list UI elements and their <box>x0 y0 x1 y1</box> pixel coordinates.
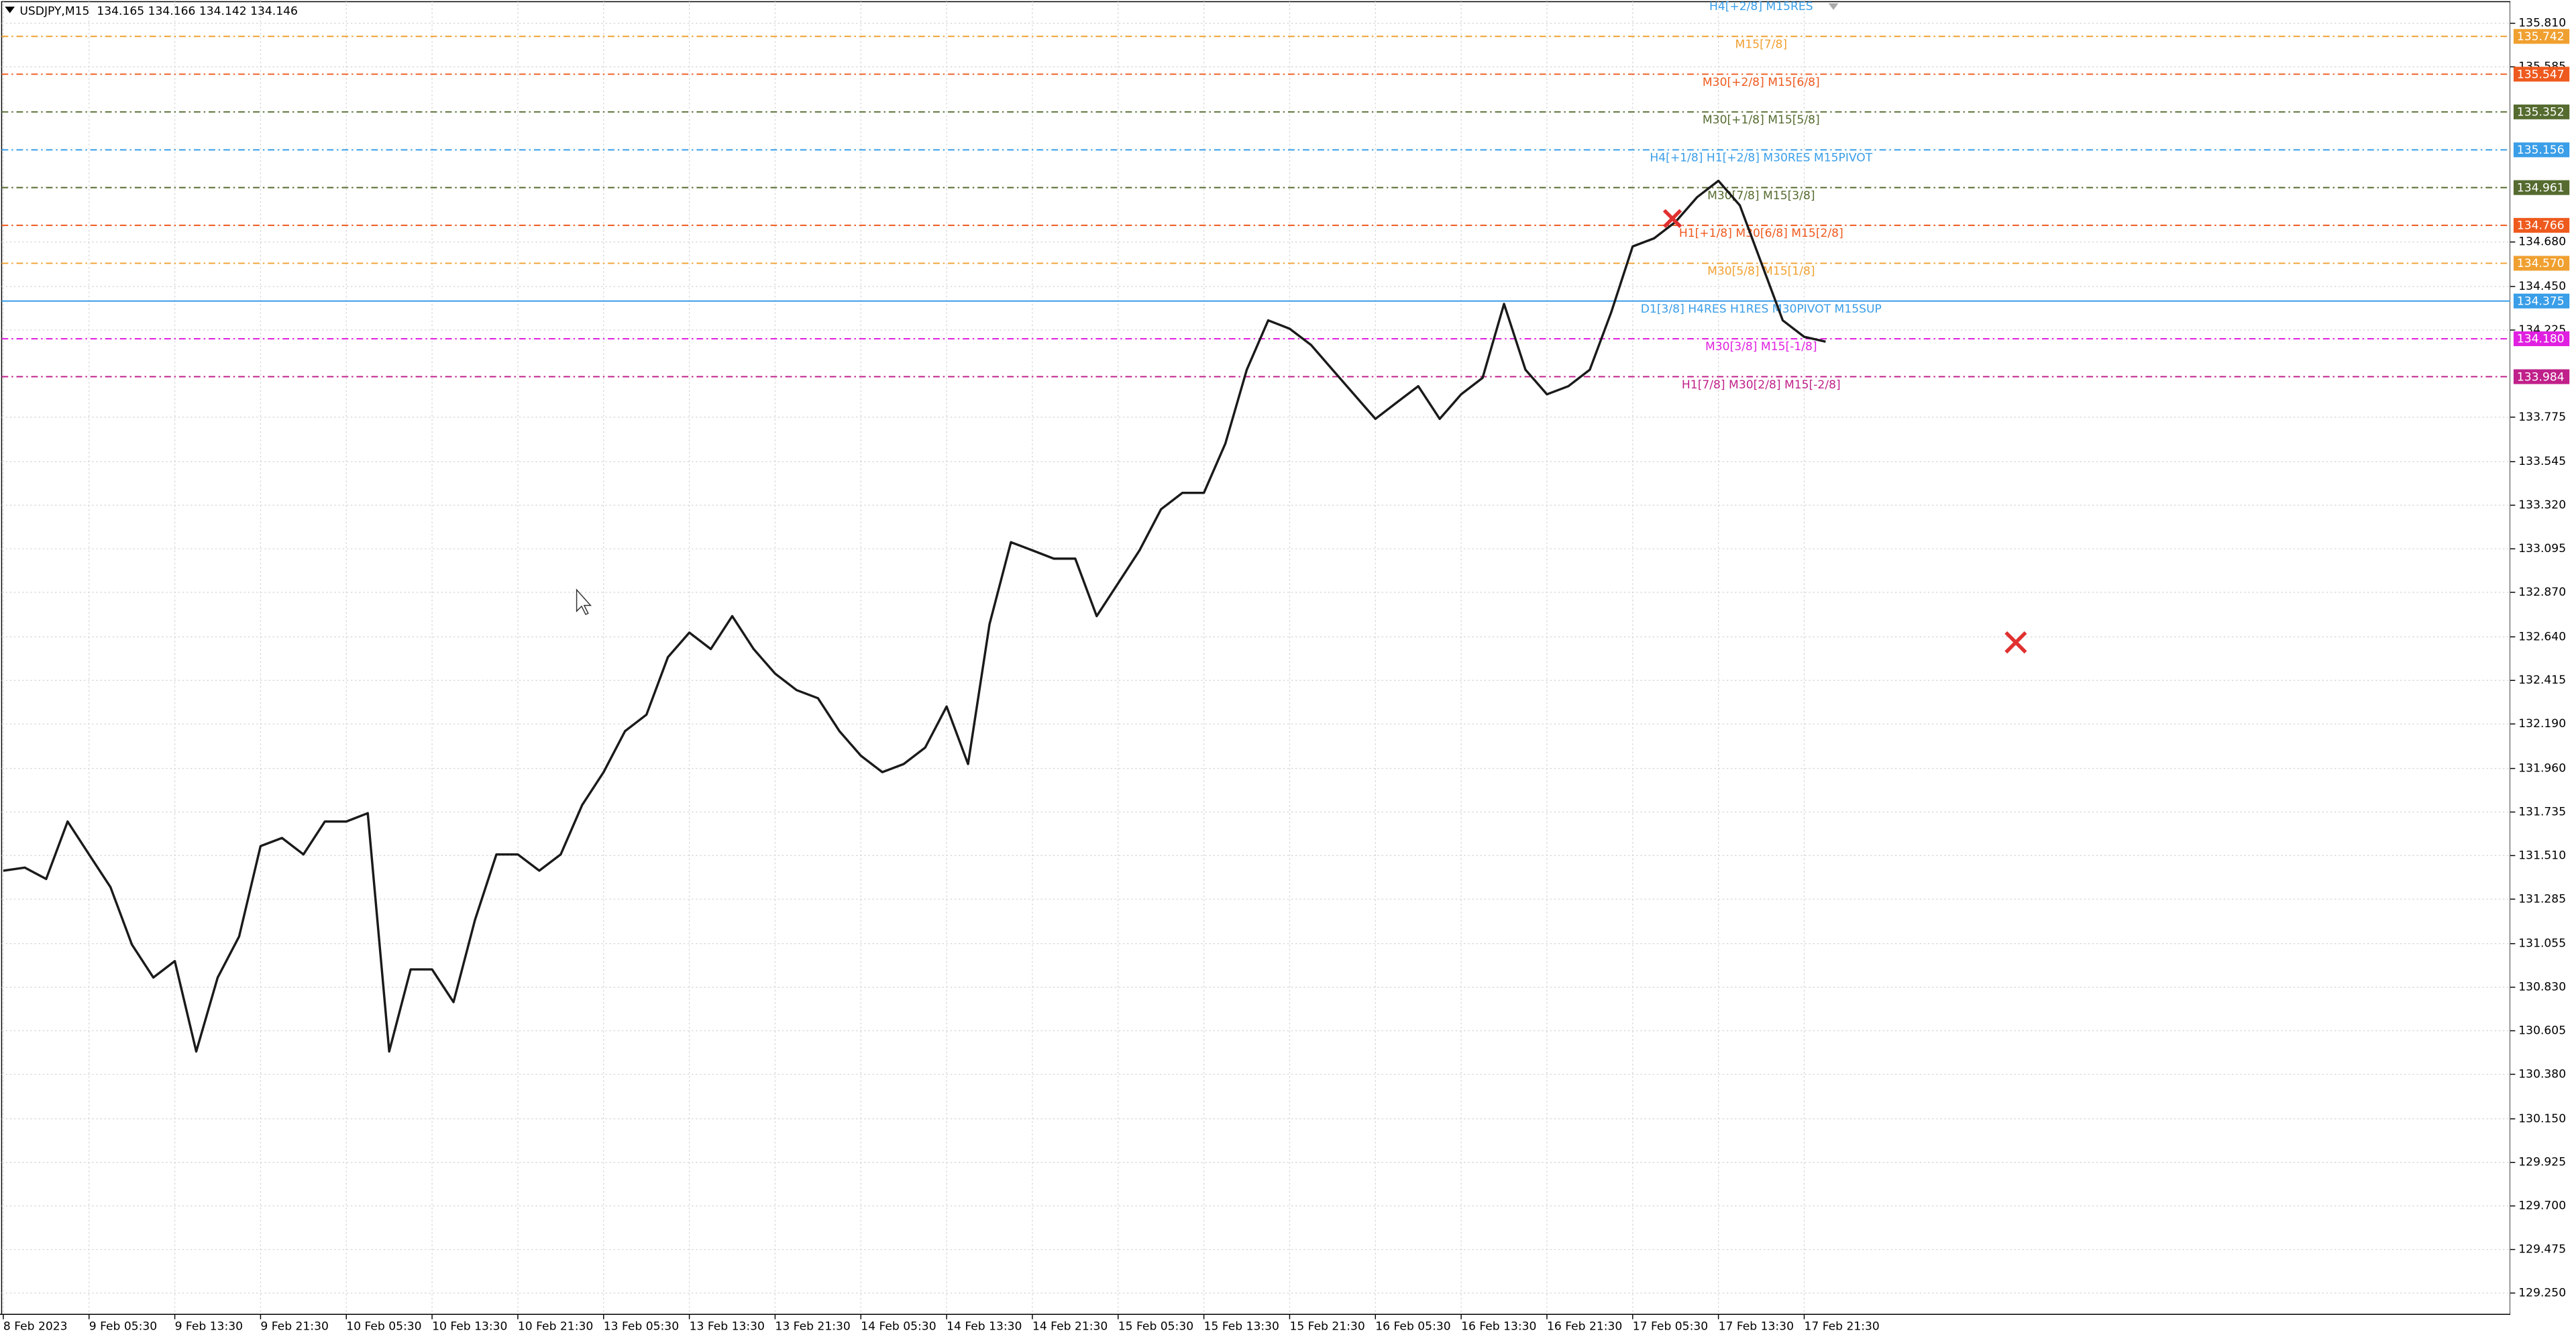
y-tick-label: 132.190 <box>2518 717 2566 731</box>
level-label: M30[3/8] M15[-1/8] <box>1705 340 1817 354</box>
y-tick-label: 133.095 <box>2518 542 2566 555</box>
y-tick-label: 129.250 <box>2518 1286 2566 1299</box>
x-tick-label: 9 Feb 13:30 <box>175 1320 243 1334</box>
x-tick-label: 8 Feb 2023 <box>3 1320 68 1334</box>
y-tick-label: 130.150 <box>2518 1112 2566 1126</box>
y-tick-label: 134.450 <box>2518 280 2566 293</box>
y-tick-label: 132.415 <box>2518 674 2566 687</box>
y-tick-label: 131.735 <box>2518 805 2566 818</box>
level-label: M30[+2/8] M15[6/8] <box>1703 76 1820 89</box>
x-tick-label: 10 Feb 21:30 <box>518 1320 593 1334</box>
y-tick-label: 130.605 <box>2518 1024 2566 1038</box>
x-tick-label: 15 Feb 13:30 <box>1204 1320 1279 1334</box>
y-tick-label: 131.055 <box>2518 937 2566 951</box>
x-tick-label: 17 Feb 21:30 <box>1804 1320 1879 1334</box>
x-tick-label: 13 Feb 05:30 <box>604 1320 679 1334</box>
price-box <box>2513 256 2570 271</box>
y-tick-label: 129.925 <box>2518 1156 2566 1169</box>
level-label: M30[7/8] M15[3/8] <box>1707 189 1815 203</box>
price-box-label: 134.180 <box>2517 333 2565 346</box>
x-tick-label: 10 Feb 13:30 <box>432 1320 507 1334</box>
trade-marker <box>1662 209 1682 228</box>
y-tick-label: 132.870 <box>2518 586 2566 599</box>
mouse-cursor <box>576 588 592 615</box>
y-tick-label: 134.680 <box>2518 235 2566 249</box>
price-box <box>2513 369 2570 384</box>
price-box-label: 135.156 <box>2517 144 2565 157</box>
price-box-label: 134.375 <box>2517 294 2565 308</box>
y-tick-label: 131.960 <box>2518 762 2566 775</box>
price-box <box>2513 29 2570 44</box>
level-label: H1[+1/8] M30[6/8] M15[2/8] <box>1679 227 1843 240</box>
price-box-label: 133.984 <box>2517 370 2565 384</box>
y-tick-label: 130.830 <box>2518 981 2566 994</box>
y-tick-label: 130.380 <box>2518 1067 2566 1081</box>
y-tick-label: 133.545 <box>2518 455 2566 468</box>
y-tick-label: 131.510 <box>2518 849 2566 862</box>
level-label: D1[3/8] H4RES H1RES M30PIVOT M15SUP <box>1641 303 1882 316</box>
chart-title: USDJPY,M15 134.165 134.166 134.142 134.1… <box>19 5 298 18</box>
close-marker[interactable] <box>2004 631 2027 654</box>
x-tick-label: 15 Feb 21:30 <box>1289 1320 1364 1334</box>
axis-panel <box>2510 0 2576 1339</box>
x-tick-label: 16 Feb 21:30 <box>1547 1320 1622 1334</box>
x-tick-label: 10 Feb 05:30 <box>346 1320 421 1334</box>
price-box <box>2513 180 2570 195</box>
price-box <box>2513 66 2570 82</box>
level-label: M30[+1/8] M15[5/8] <box>1703 113 1820 127</box>
level-label: H1[7/8] M30[2/8] M15[-2/8] <box>1682 378 1841 392</box>
grid <box>1 0 2511 1315</box>
x-tick-label: 14 Feb 05:30 <box>861 1320 936 1334</box>
price-box-label: 134.961 <box>2517 181 2565 195</box>
x-tick-label: 17 Feb 13:30 <box>1719 1320 1794 1334</box>
level-arrow <box>1828 3 1839 10</box>
y-tick-label: 131.285 <box>2518 892 2566 906</box>
level-label: H4[+2/8] M15RES <box>1709 0 1813 13</box>
x-tick-label: 13 Feb 13:30 <box>690 1320 765 1334</box>
price-box <box>2513 104 2570 119</box>
price-box-label: 134.766 <box>2517 219 2565 233</box>
x-tick-label: 14 Feb 13:30 <box>947 1320 1022 1334</box>
price-box-label: 135.742 <box>2517 30 2565 44</box>
y-tick-label: 135.810 <box>2518 17 2566 30</box>
x-tick-label: 16 Feb 05:30 <box>1375 1320 1450 1334</box>
menu-triangle[interactable] <box>5 6 15 13</box>
levels: M15[7/8] M30[+2/8] M15[6/8] M30[+1/8] M15[… <box>1 36 2511 392</box>
y-tick-label: 129.700 <box>2518 1199 2566 1213</box>
price-box-label: 135.547 <box>2517 68 2565 81</box>
y-tick-label: 132.640 <box>2518 630 2566 643</box>
x-tick-label: 16 Feb 13:30 <box>1461 1320 1536 1334</box>
level-label: H4[+1/8] H1[+2/8] M30RES M15PIVOT <box>1650 152 1872 165</box>
price-line <box>3 179 1826 1053</box>
y-tick-label: 133.775 <box>2518 411 2566 424</box>
level-label: M30[5/8] M15[1/8] <box>1707 265 1815 278</box>
y-tick-label: 129.475 <box>2518 1243 2566 1256</box>
y-tick-label: 133.320 <box>2518 498 2566 512</box>
price-box <box>2513 217 2570 233</box>
price-box-label: 134.570 <box>2517 257 2565 270</box>
level-label: M15[7/8] <box>1735 38 1788 52</box>
x-tick-label: 15 Feb 05:30 <box>1118 1320 1193 1334</box>
price-box <box>2513 142 2570 158</box>
x-tick-label: 17 Feb 05:30 <box>1633 1320 1708 1334</box>
price-box-label: 135.352 <box>2517 106 2565 119</box>
x-tick-label: 14 Feb 21:30 <box>1032 1320 1108 1334</box>
x-tick-label: 9 Feb 05:30 <box>89 1320 157 1334</box>
x-tick-label: 13 Feb 21:30 <box>775 1320 850 1334</box>
x-tick-label: 9 Feb 21:30 <box>260 1320 328 1334</box>
series <box>3 179 1826 1053</box>
price-box <box>2513 293 2570 309</box>
price-box <box>2513 331 2570 347</box>
